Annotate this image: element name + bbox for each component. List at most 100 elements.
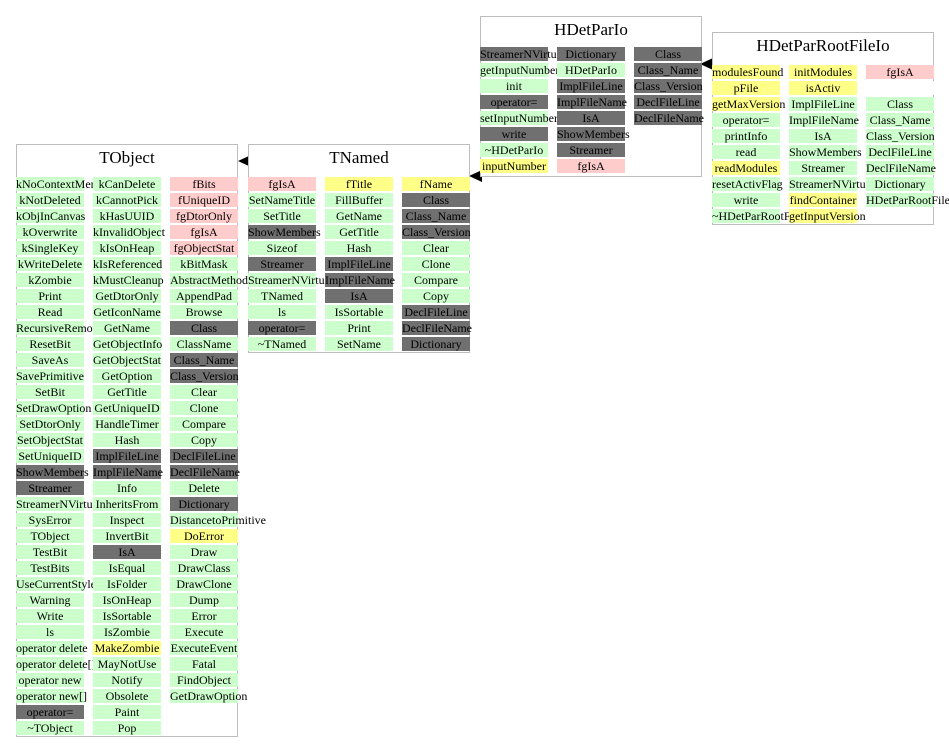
member-tobject-drawclone: DrawClone xyxy=(170,577,238,591)
member-tobject-tobject: TObject xyxy=(16,529,84,543)
member-tobject-operator-new: operator new xyxy=(16,673,84,687)
member-tobject-isequal: IsEqual xyxy=(93,561,161,575)
member-tobject-getname: GetName xyxy=(93,321,161,335)
member-tobject-setdrawoption: SetDrawOption xyxy=(16,401,92,415)
member-tobject-kcandelete: kCanDelete xyxy=(93,177,161,191)
member-tobject-testbit: TestBit xyxy=(16,545,84,559)
member-tobject-classname: ClassName xyxy=(170,337,238,351)
member-tobject-pop: Pop xyxy=(93,721,161,735)
member-hdetparrootfileio-findcontainer: findContainer xyxy=(789,193,857,207)
member-hdetpario-declfilename: DeclFileName xyxy=(634,111,704,125)
member-tnamed-implfilename: ImplFileName xyxy=(325,273,395,287)
member-tnamed-showmembers: ShowMembers xyxy=(248,225,321,239)
member-tobject-getdrawoption: GetDrawOption xyxy=(170,689,248,703)
member-hdetparrootfileio-class-version: Class_Version xyxy=(866,129,935,143)
member-hdetparrootfileio-hdetparrootfileio: ~HDetParRootFileIo xyxy=(712,209,813,223)
member-hdetparrootfileio-modulesfound: modulesFound xyxy=(712,65,784,79)
member-tobject-kwritedelete: kWriteDelete xyxy=(16,257,84,271)
member-tobject-kisonheap: kIsOnHeap xyxy=(93,241,161,255)
member-tnamed-fname: fName xyxy=(402,177,470,191)
member-tobject-maynotuse: MayNotUse xyxy=(93,657,161,671)
member-tobject-drawclass: DrawClass xyxy=(170,561,238,575)
member-tobject-kcannotpick: kCannotPick xyxy=(93,193,161,207)
member-tobject-executeevent: ExecuteEvent xyxy=(170,641,238,655)
member-hdetpario-streamer: Streamer xyxy=(557,143,625,157)
member-tobject-kbitmask: kBitMask xyxy=(170,257,238,271)
member-tobject-browse: Browse xyxy=(170,305,238,319)
member-tobject-draw: Draw xyxy=(170,545,238,559)
member-tnamed-setnametitle: SetNameTitle xyxy=(248,193,316,207)
member-tobject-saveas: SaveAs xyxy=(16,353,84,367)
member-tnamed-clear: Clear xyxy=(402,241,470,255)
member-tnamed-declfileline: DeclFileLine xyxy=(402,305,470,319)
member-tobject-streamer: Streamer xyxy=(16,481,84,495)
member-tnamed-settitle: SetTitle xyxy=(248,209,316,223)
member-tnamed-tnamed: TNamed xyxy=(248,289,316,303)
member-hdetparrootfileio-printinfo: printInfo xyxy=(712,129,780,143)
member-tobject-setuniqueid: SetUniqueID xyxy=(16,449,84,463)
member-hdetpario-declfileline: DeclFileLine xyxy=(634,95,702,109)
member-tobject-isonheap: IsOnHeap xyxy=(93,593,161,607)
member-hdetparrootfileio-isa: IsA xyxy=(789,129,857,143)
member-hdetpario-init: init xyxy=(480,79,548,93)
member-tnamed-print: Print xyxy=(325,321,393,335)
member-tnamed-getname: GetName xyxy=(325,209,393,223)
member-tobject-ls: ls xyxy=(16,625,84,639)
member-tobject-distancetoprimitive: DistancetoPrimitive xyxy=(170,513,266,527)
member-hdetpario-write: write xyxy=(480,127,548,141)
member-tobject-operator-delete: operator delete xyxy=(16,641,88,655)
member-tnamed-fgisa: fgIsA xyxy=(248,177,316,191)
member-tobject-implfileline: ImplFileLine xyxy=(93,449,161,463)
member-hdetpario-class: Class xyxy=(634,47,702,61)
member-tnamed-copy: Copy xyxy=(402,289,470,303)
member-tnamed-streamer: Streamer xyxy=(248,257,316,271)
member-tobject-makezombie: MakeZombie xyxy=(93,641,161,655)
member-tnamed-implfileline: ImplFileLine xyxy=(325,257,393,271)
member-tobject-fgobjectstat: fgObjectStat xyxy=(170,241,238,255)
member-tnamed-setname: SetName xyxy=(325,337,393,351)
member-hdetparrootfileio-operator: operator= xyxy=(712,113,780,127)
member-tobject-getoption: GetOption xyxy=(93,369,161,383)
member-hdetpario-implfileline: ImplFileLine xyxy=(557,79,625,93)
member-hdetpario-class-version: Class_Version xyxy=(634,79,703,93)
member-tobject-error: Error xyxy=(170,609,238,623)
member-tobject-compare: Compare xyxy=(170,417,238,431)
member-tobject-operator: operator= xyxy=(16,705,84,719)
member-tobject-inheritsfrom: InheritsFrom xyxy=(93,497,161,511)
member-hdetparrootfileio-declfileline: DeclFileLine xyxy=(866,145,934,159)
member-hdetparrootfileio-implfileline: ImplFileLine xyxy=(789,97,857,111)
member-tobject-execute: Execute xyxy=(170,625,238,639)
member-hdetpario-class-name: Class_Name xyxy=(634,63,702,77)
member-hdetpario-showmembers: ShowMembers xyxy=(557,127,630,141)
member-tobject-kisreferenced: kIsReferenced xyxy=(93,257,163,271)
member-tobject-saveprimitive: SavePrimitive xyxy=(16,369,84,383)
member-tobject-clone: Clone xyxy=(170,401,238,415)
member-tobject-hash: Hash xyxy=(93,433,161,447)
member-hdetpario-inputnumber: inputNumber xyxy=(480,159,548,173)
member-hdetparrootfileio-read: read xyxy=(712,145,780,159)
member-hdetparrootfileio-class: Class xyxy=(866,97,934,111)
member-tobject-knocontextmenu: kNoContextMenu xyxy=(16,177,103,191)
member-tnamed-operator: operator= xyxy=(248,321,316,335)
member-hdetpario-implfilename: ImplFileName xyxy=(557,95,627,109)
member-tnamed-fillbuffer: FillBuffer xyxy=(325,193,393,207)
member-hdetparrootfileio-getmaxversion: getMaxVersion xyxy=(712,97,786,111)
member-tobject-gettitle: GetTitle xyxy=(93,385,161,399)
member-tobject-operator-new: operator new[] xyxy=(16,689,87,703)
member-tobject-fgdtoronly: fgDtorOnly xyxy=(170,209,238,223)
member-hdetpario-isa: IsA xyxy=(557,111,625,125)
member-tobject-write: Write xyxy=(16,609,84,623)
member-hdetparrootfileio-write: write xyxy=(712,193,780,207)
member-tobject-funiqueid: fUniqueID xyxy=(170,193,238,207)
member-hdetpario-dictionary: Dictionary xyxy=(557,47,625,61)
member-tobject-invertbit: InvertBit xyxy=(93,529,161,543)
member-tobject-handletimer: HandleTimer xyxy=(93,417,161,431)
member-hdetpario-hdetpario: ~HDetParIo xyxy=(480,143,548,157)
member-tobject-copy: Copy xyxy=(170,433,238,447)
member-tobject-notify: Notify xyxy=(93,673,161,687)
member-tobject-inspect: Inspect xyxy=(93,513,161,527)
member-tobject-kzombie: kZombie xyxy=(16,273,84,287)
member-tnamed-gettitle: GetTitle xyxy=(325,225,393,239)
member-tnamed-dictionary: Dictionary xyxy=(402,337,470,351)
member-tobject-getuniqueid: GetUniqueID xyxy=(93,401,161,415)
